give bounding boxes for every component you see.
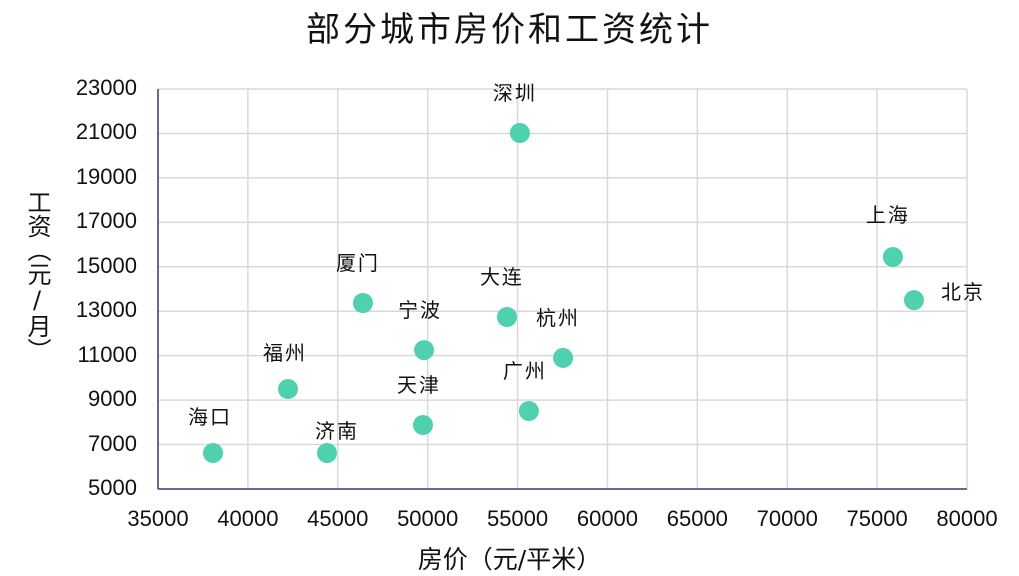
chart-title: 部分城市房价和工资统计	[306, 10, 713, 50]
point-label: 深圳	[492, 81, 537, 105]
x-tick-label: 80000	[936, 506, 998, 531]
x-axis-label: 房价（元/平米）	[417, 545, 602, 574]
y-tick-label: 11000	[77, 341, 137, 367]
x-tick-label: 70000	[756, 506, 818, 531]
data-point-杭州	[553, 347, 574, 368]
x-tick-label: 50000	[397, 506, 459, 531]
data-point-广州	[518, 401, 539, 421]
x-tick-label: 60000	[576, 506, 639, 531]
data-point-天津	[412, 415, 433, 435]
data-point-北京	[903, 290, 924, 311]
point-label: 海口	[188, 405, 232, 429]
y-tick-label: 19000	[75, 163, 137, 189]
point-label: 福州	[262, 341, 307, 365]
x-tick-label: 55000	[486, 506, 549, 531]
y-tick-label: 7000	[88, 430, 137, 456]
x-tick-label: 45000	[307, 506, 369, 531]
point-label: 厦门	[335, 251, 380, 275]
data-point-济南	[316, 443, 337, 463]
y-tick-label: 21000	[75, 119, 137, 145]
point-label: 天津	[396, 373, 441, 397]
point-label: 北京	[940, 280, 985, 305]
x-tick-label: 65000	[666, 506, 728, 531]
data-point-宁波	[414, 340, 435, 361]
point-label: 宁波	[398, 298, 443, 323]
y-axis-label: 工资（元/月）	[23, 190, 51, 362]
y-tick-label: 13000	[75, 297, 137, 323]
x-tick-label: 40000	[217, 506, 279, 531]
y-tick-label: 23000	[75, 75, 137, 100]
data-point-福州	[277, 379, 298, 399]
x-tick-label: 35000	[127, 506, 189, 531]
point-label: 杭州	[536, 305, 581, 330]
y-tick-label: 9000	[88, 386, 137, 412]
y-tick-label: 17000	[75, 208, 137, 234]
point-label: 上海	[865, 203, 910, 227]
data-point-大连	[496, 307, 517, 327]
point-label: 广州	[502, 359, 547, 383]
point-label: 大连	[479, 265, 524, 289]
point-label: 济南	[314, 419, 359, 443]
y-tick-label: 5000	[88, 475, 137, 500]
data-point-海口	[203, 443, 224, 463]
data-point-厦门	[352, 293, 373, 313]
data-point-上海	[882, 247, 903, 267]
x-tick-label: 75000	[846, 506, 908, 531]
data-point-深圳	[509, 123, 530, 143]
y-tick-label: 15000	[75, 252, 137, 278]
